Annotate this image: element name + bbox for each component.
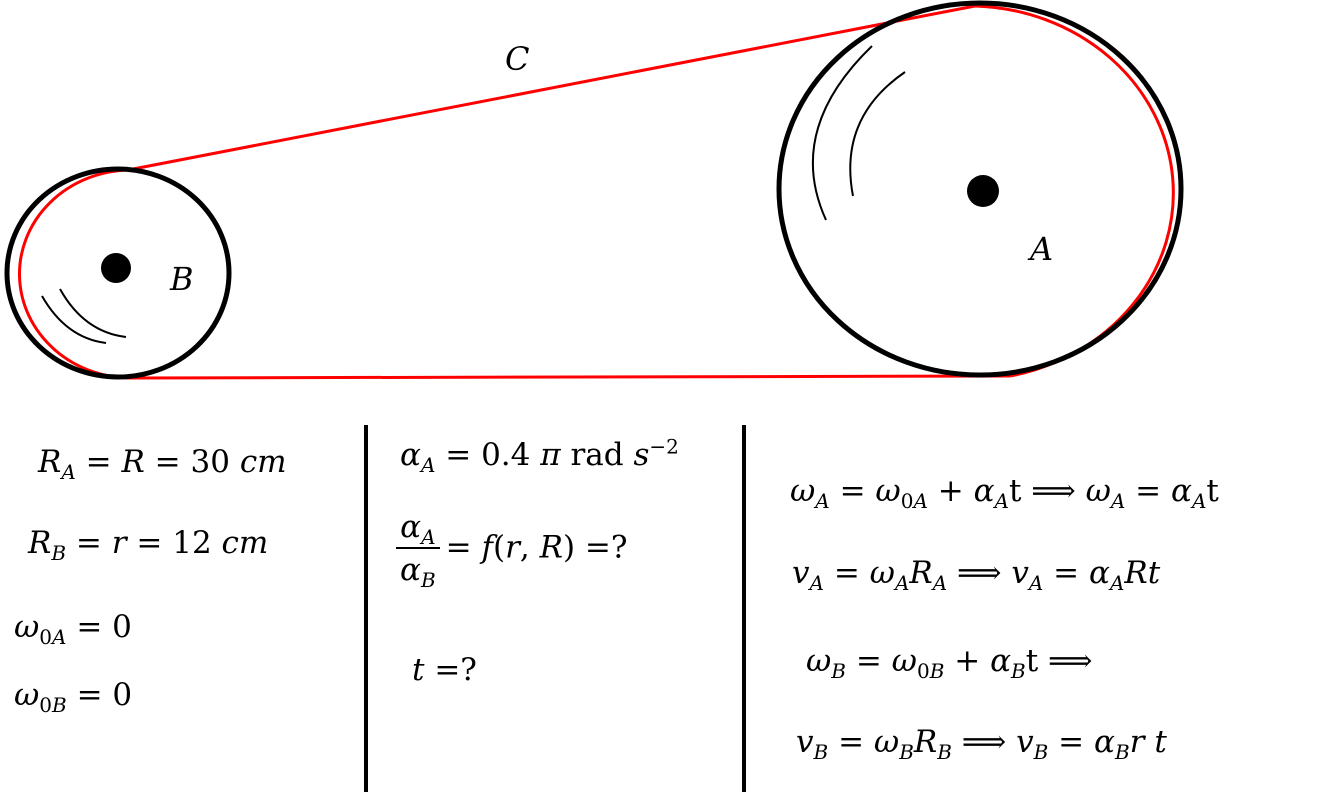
pulley-b [4,166,232,380]
pulley-a-motion-mark [849,71,906,197]
belt-lower-segment [134,374,1011,380]
solution-omega-b: ωB = ω0B + αBt ⟹ [806,643,1093,684]
pulley-a-motion-mark [811,45,873,221]
pulley-label-a: A [1027,230,1053,268]
pulley-a-rim [776,0,1184,378]
pulley-b-axle [101,253,131,283]
asked-time: t =? [412,652,477,688]
given-radius-b: RB = r = 12 cm [28,525,269,566]
pulley-a [776,0,1184,378]
solution-velocity-a: vA = ωARA ⟹ vA = αARt [792,555,1161,596]
column-divider-right [742,425,746,792]
solution-velocity-b: vB = ωBRB ⟹ vB = αBr t [796,724,1167,765]
alpha-ratio-fraction: αA αB [396,512,440,590]
given-initial-omega-a: ω0A = 0 [14,609,132,650]
pulley-b-motion-mark [59,288,127,338]
pulley-label-b: B [169,260,194,298]
pulley-b-motion-mark [41,295,107,344]
belt-c [18,4,1175,380]
belt-wrap-large-pulley [974,4,1175,378]
given-alpha-a: αA = 0.4 π rad s−2 [400,434,679,478]
column-divider-left [364,425,368,792]
given-radius-a: RA = R = 30 cm [38,444,287,485]
asked-alpha-ratio: αA αB = f(r, R) =? [396,512,628,590]
belt-label-c: C [505,40,529,78]
pulley-b-rim [4,166,232,380]
given-initial-omega-b: ω0B = 0 [14,677,133,718]
belt-upper-segment [127,4,976,172]
belt-wrap-small-pulley [18,168,136,380]
solution-omega-a: ωA = ω0A + αAt ⟹ ωA = αAt [790,473,1219,514]
pulley-a-axle [967,175,999,207]
